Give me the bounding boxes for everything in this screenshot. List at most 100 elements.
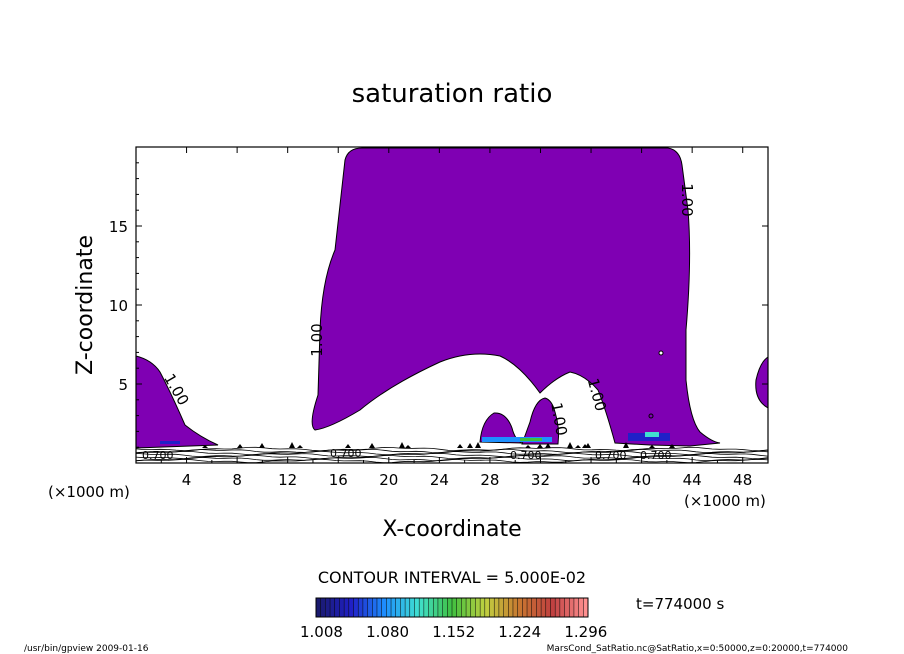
colorbar-swatch: [484, 598, 490, 617]
ground-contour-label: 0.700: [595, 449, 627, 462]
colorbar-swatch: [367, 598, 373, 617]
surface-contour-line: [136, 446, 768, 452]
y-axis: 5 10 15: [109, 162, 768, 448]
surface-contour-lines: [136, 442, 768, 463]
surface-contour-line: [136, 458, 768, 463]
colorbar-swatch: [376, 598, 382, 617]
surface-bump: [545, 443, 551, 448]
supersaturation-region-main: [311, 147, 721, 447]
surface-contour-line: [136, 450, 768, 456]
surface-bump: [525, 445, 531, 448]
colorbar-swatch: [344, 598, 349, 617]
colorbar-swatch: [480, 598, 485, 617]
high-saturation-streak: [482, 437, 552, 442]
surface-bump: [405, 445, 411, 448]
colorbar-swatch: [541, 598, 546, 617]
plot-area: [136, 147, 768, 463]
colorbar-swatch: [400, 598, 406, 617]
colorbar-swatch: [428, 598, 434, 617]
colorbar-swatch: [527, 598, 532, 617]
surface-contour-line: [136, 456, 768, 462]
colorbar-swatch: [437, 598, 443, 617]
surface-bump: [669, 444, 675, 448]
footer-right: MarsCond_SatRatio.nc@SatRatio,x=0:50000,…: [547, 644, 849, 654]
colorbar-swatch: [447, 598, 452, 617]
x-tick-label: 36: [581, 471, 600, 489]
colorbar-swatch: [498, 598, 504, 617]
colorbar-swatch: [470, 598, 476, 617]
contour-label: 1.00: [547, 401, 571, 437]
colorbar-swatch: [325, 598, 331, 617]
colorbar-swatch: [522, 598, 528, 617]
colorbar-swatch: [348, 598, 354, 617]
colorbar-swatch: [583, 598, 588, 617]
colorbar-swatch: [395, 598, 401, 617]
surface-bump: [467, 443, 473, 448]
y-tick-label: 15: [109, 218, 128, 236]
colorbar-swatch: [409, 598, 415, 617]
colorbar-swatch: [320, 598, 326, 617]
x-axis-label: X-coordinate: [382, 517, 521, 542]
colorbar-swatch: [517, 598, 523, 617]
colorbar-swatch: [316, 598, 321, 617]
colorbar-swatch: [433, 598, 438, 617]
surface-contour-line: [136, 452, 768, 458]
time-text: t=774000 s: [636, 595, 724, 613]
contour-label: 1.00: [678, 183, 696, 216]
colorbar-swatch: [405, 598, 410, 617]
colorbar-swatch: [466, 598, 471, 617]
colorbar: [315, 598, 588, 617]
surface-bump: [623, 442, 629, 448]
supersaturation-region-left: [136, 355, 219, 449]
colorbar-swatch: [536, 598, 542, 617]
supersaturation-region-right: [755, 356, 768, 409]
colorbar-swatch: [452, 598, 457, 617]
y-tick-label: 5: [118, 376, 128, 394]
colorbar-swatch: [508, 598, 513, 617]
high-saturation-streak: [645, 432, 659, 437]
surface-bump: [345, 444, 351, 448]
contour-label: 1.00: [308, 323, 326, 356]
surface-contour-line: [136, 454, 768, 460]
colorbar-swatch: [555, 598, 560, 617]
colorbar-tick-label: 1.008: [300, 623, 343, 641]
colorbar-swatch: [334, 598, 340, 617]
chart-title: saturation ratio: [352, 79, 553, 109]
colorbar-swatch: [512, 598, 518, 617]
surface-contour-line: [136, 448, 768, 454]
x-tick-label: 48: [733, 471, 752, 489]
colorbar-swatch: [419, 598, 424, 617]
surface-bump: [259, 443, 265, 448]
surface-bump: [457, 444, 463, 448]
contour-cell: [658, 350, 664, 356]
surface-bump: [537, 444, 543, 448]
surface-bump: [585, 443, 591, 448]
contour-interval-text: CONTOUR INTERVAL = 5.000E-02: [318, 568, 586, 587]
high-saturation-streak: [520, 438, 542, 441]
colorbar-swatch: [550, 598, 556, 617]
surface-bump: [237, 444, 243, 448]
colorbar-swatch: [531, 598, 537, 617]
y-axis-label: Z-coordinate: [73, 235, 98, 375]
x-tick-label: 44: [683, 471, 702, 489]
colorbar-swatch: [564, 598, 570, 617]
surface-bump: [202, 445, 208, 448]
contour-cell: [648, 413, 654, 419]
colorbar-swatch: [456, 598, 462, 617]
surface-bump: [649, 445, 655, 448]
colorbar-swatch: [569, 598, 574, 617]
colorbar-swatch: [461, 598, 467, 617]
colorbar-swatch: [381, 598, 387, 617]
colorbar-ticks: 1.008 1.080 1.152 1.224 1.296: [300, 623, 607, 641]
surface-bump: [575, 445, 581, 448]
colorbar-swatch: [503, 598, 509, 617]
x-unit-label-right: (×1000 m): [684, 492, 766, 510]
x-tick-label: 40: [632, 471, 651, 489]
surface-bump: [289, 442, 295, 448]
x-tick-label: 32: [531, 471, 550, 489]
colorbar-swatch: [339, 598, 345, 617]
colorbar-tick-label: 1.080: [366, 623, 409, 641]
colorbar-swatch: [494, 598, 499, 617]
x-tick-label: 8: [232, 471, 242, 489]
